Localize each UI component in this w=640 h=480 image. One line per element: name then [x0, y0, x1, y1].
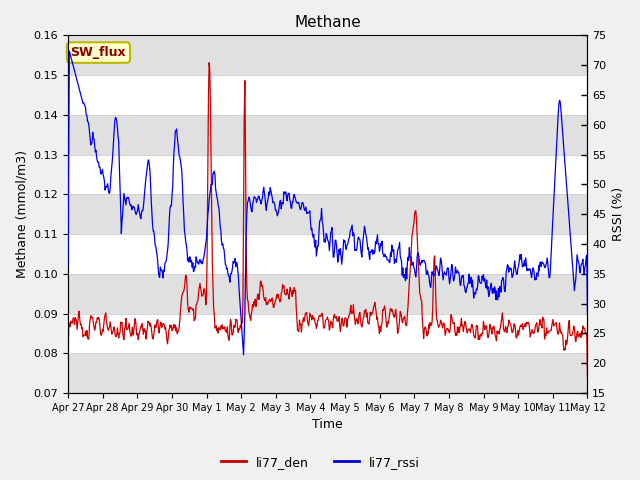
Bar — [68, 234, 588, 274]
Bar — [68, 36, 588, 75]
Bar — [68, 353, 588, 393]
Bar — [68, 194, 588, 234]
Y-axis label: RSSI (%): RSSI (%) — [612, 187, 625, 241]
X-axis label: Time: Time — [312, 419, 343, 432]
Legend: li77_den, li77_rssi: li77_den, li77_rssi — [216, 451, 424, 474]
Bar — [68, 115, 588, 155]
Text: SW_flux: SW_flux — [70, 46, 126, 59]
Bar — [68, 313, 588, 353]
Title: Methane: Methane — [294, 15, 361, 30]
Y-axis label: Methane (mmol/m3): Methane (mmol/m3) — [15, 150, 28, 278]
Bar — [68, 155, 588, 194]
Bar — [68, 274, 588, 313]
Bar — [68, 75, 588, 115]
